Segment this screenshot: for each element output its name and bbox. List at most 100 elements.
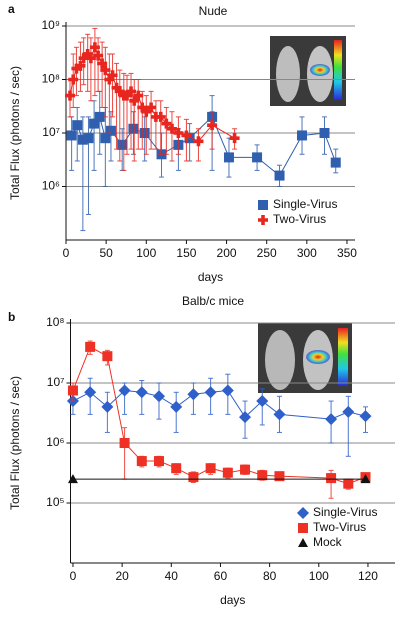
marker: [111, 82, 122, 93]
error-bar: [85, 33, 91, 92]
marker: [153, 390, 165, 403]
legend-marker: [258, 215, 269, 225]
error-bar: [85, 116, 91, 215]
marker: [141, 106, 152, 117]
marker: [273, 408, 286, 421]
marker: [204, 386, 217, 399]
y-tick-label: 10⁷: [47, 375, 65, 389]
legend-label: Single-Virus: [313, 505, 377, 519]
marker: [188, 472, 199, 483]
y-axis-label: Total Flux (photons / sec): [8, 376, 22, 510]
marker: [257, 470, 268, 481]
legend-marker: [298, 523, 308, 533]
error-bar: [148, 90, 154, 150]
y-tick-label: 10⁶: [46, 435, 64, 449]
chart-title: Nude: [199, 4, 228, 18]
marker: [229, 133, 240, 144]
x-tick-label: 200: [217, 246, 237, 260]
marker: [173, 128, 184, 138]
error-bar: [163, 106, 169, 155]
marker: [93, 50, 104, 61]
marker: [119, 438, 130, 448]
marker: [65, 90, 76, 101]
marker: [325, 413, 338, 426]
error-bar: [92, 27, 98, 97]
marker: [66, 130, 77, 141]
marker: [222, 467, 233, 478]
x-tick-label: 40: [165, 569, 179, 583]
marker: [107, 70, 118, 81]
marker: [166, 123, 177, 134]
marker: [187, 388, 200, 401]
error-bar: [139, 90, 145, 150]
marker: [137, 102, 148, 113]
error-bar: [345, 395, 351, 457]
y-tick-label: 10⁷: [42, 125, 60, 139]
marker: [94, 111, 105, 122]
marker: [118, 384, 131, 397]
error-bar: [135, 79, 141, 150]
marker: [223, 152, 234, 163]
marker: [67, 385, 78, 396]
marker: [181, 130, 192, 141]
marker: [89, 42, 100, 53]
x-axis-label: days: [220, 593, 245, 607]
y-tick-label: 10⁸: [46, 315, 64, 329]
marker: [85, 341, 96, 352]
y-tick-label: 10⁶: [42, 179, 60, 193]
error-bar: [169, 111, 175, 162]
marker: [71, 63, 82, 74]
marker: [330, 157, 341, 168]
y-axis-label: Total Flux (photons / sec): [8, 66, 22, 200]
y-tick-label: 10⁹: [42, 18, 61, 32]
x-tick-label: 80: [263, 569, 277, 583]
marker: [252, 152, 263, 163]
marker: [126, 86, 137, 97]
marker: [68, 74, 79, 85]
inset-image-a: [270, 36, 346, 106]
marker: [83, 133, 94, 144]
error-bar: [124, 74, 130, 155]
marker: [104, 74, 115, 85]
marker: [100, 65, 111, 76]
error-bar: [158, 100, 164, 155]
x-tick-label: 300: [297, 246, 317, 260]
error-bar: [102, 46, 108, 118]
marker: [117, 139, 128, 150]
marker: [85, 53, 96, 64]
marker: [171, 463, 182, 474]
marker: [170, 400, 183, 413]
marker: [101, 400, 114, 413]
chart-title: Balb/c mice: [182, 294, 244, 308]
marker: [114, 86, 125, 97]
x-tick-label: 0: [63, 246, 70, 260]
legend-marker: [258, 200, 268, 210]
marker: [360, 474, 371, 484]
marker: [207, 120, 218, 131]
x-tick-label: 250: [257, 246, 277, 260]
marker: [75, 60, 86, 71]
marker: [122, 90, 133, 101]
marker: [84, 386, 97, 399]
y-tick-label: 10⁵: [46, 495, 64, 509]
x-tick-label: 100: [136, 246, 156, 260]
marker: [326, 473, 337, 484]
panel-label: b: [8, 310, 15, 324]
x-tick-label: 120: [358, 569, 378, 583]
marker: [105, 125, 116, 136]
marker: [78, 53, 89, 64]
marker: [343, 478, 354, 489]
marker: [102, 351, 113, 362]
marker: [319, 128, 330, 138]
marker: [67, 474, 78, 484]
legend-label: Two-Virus: [313, 520, 366, 534]
error-bar: [114, 62, 120, 150]
error-bar: [110, 53, 116, 118]
marker: [359, 410, 372, 423]
x-tick-label: 350: [337, 246, 357, 260]
x-tick-label: 20: [115, 569, 129, 583]
legend-label: Two-Virus: [273, 212, 326, 226]
marker: [240, 464, 251, 475]
